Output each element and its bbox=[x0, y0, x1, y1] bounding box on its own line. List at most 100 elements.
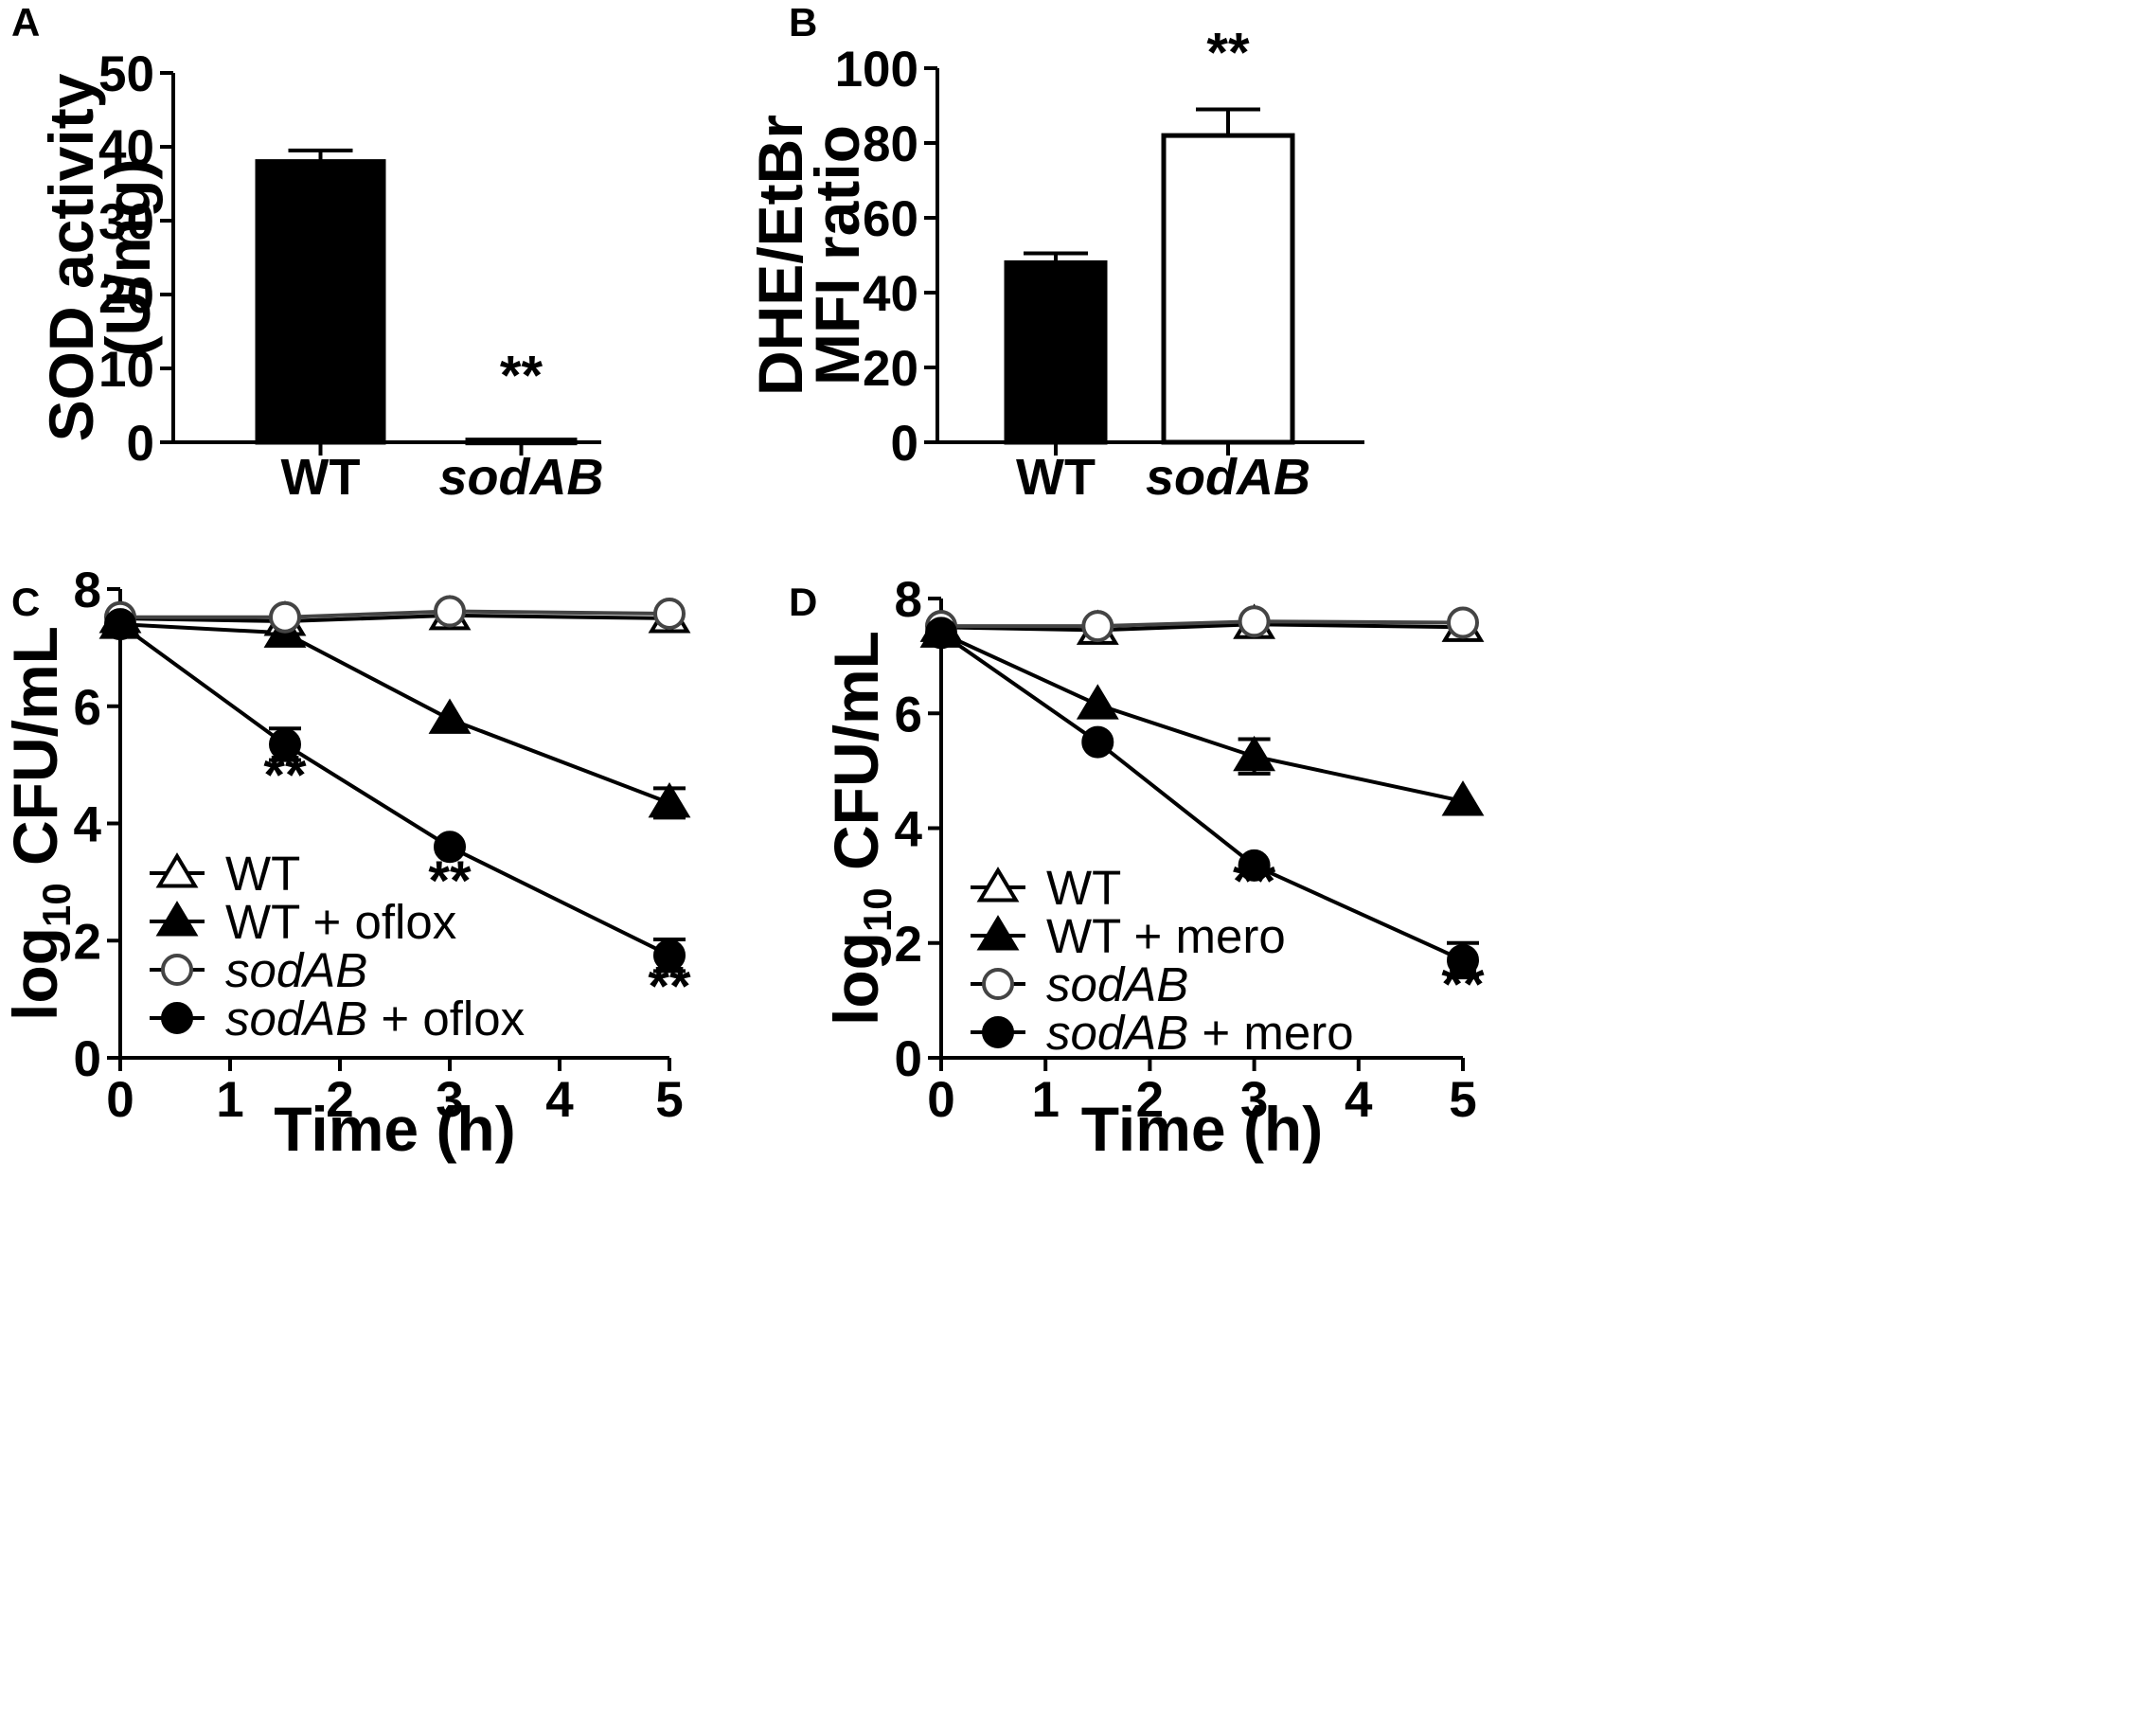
legend-marker bbox=[161, 954, 193, 986]
y-axis-title: log10 CFU/mL bbox=[821, 631, 900, 1026]
significance-marker: ** bbox=[1441, 954, 1485, 1015]
series-line bbox=[940, 631, 1464, 803]
legend-label: WT bbox=[225, 847, 300, 901]
legend-entry: WT bbox=[971, 861, 1121, 915]
x-tick-label: 3 bbox=[1240, 1072, 1268, 1128]
x-tick-label: 2 bbox=[1136, 1072, 1164, 1128]
x-axis-title: Time (h) bbox=[274, 1094, 515, 1164]
y-tick-label: 40 bbox=[863, 266, 918, 322]
y-tick-label: 60 bbox=[863, 191, 918, 247]
legend-label: sodAB + mero bbox=[1046, 1006, 1354, 1060]
point-circle-open bbox=[1447, 606, 1479, 639]
legend-marker bbox=[976, 915, 1020, 951]
y-axis-title-rest: CFU/mL bbox=[821, 631, 891, 887]
point-triangle-filled bbox=[1076, 684, 1119, 720]
x-tick-label: 4 bbox=[1345, 1072, 1373, 1128]
point-circle-filled bbox=[1238, 849, 1271, 882]
series-line bbox=[941, 619, 1464, 629]
series-line bbox=[120, 609, 670, 619]
legend-label-italic: sodAB bbox=[1046, 957, 1188, 1011]
legend-label-plain: WT bbox=[225, 847, 300, 901]
legend-entry: WT bbox=[150, 847, 300, 901]
y-axis-title-main: log bbox=[0, 927, 70, 1021]
point-circle-filled bbox=[104, 608, 136, 641]
point-circle-open bbox=[1081, 610, 1114, 643]
x-tick-label: 5 bbox=[1449, 1072, 1476, 1128]
legend-label-italic: sodAB bbox=[225, 943, 367, 997]
legend-marker bbox=[155, 901, 199, 937]
series-line bbox=[119, 622, 670, 805]
point-triangle-filled bbox=[648, 781, 691, 818]
point-circle-open bbox=[653, 597, 686, 630]
panel-letter: D bbox=[789, 580, 817, 624]
panel-letter: B bbox=[789, 0, 817, 45]
point-circle-open bbox=[434, 595, 466, 628]
legend-marker bbox=[976, 867, 1020, 903]
y-axis-title-sub: 10 bbox=[855, 887, 900, 932]
y-tick-label: 0 bbox=[891, 416, 918, 472]
legend-label-plain: + oflox bbox=[367, 992, 525, 1046]
legend-marker bbox=[161, 1002, 193, 1034]
series-line bbox=[118, 622, 670, 957]
y-tick-label: 50 bbox=[98, 46, 154, 102]
y-axis-title: DHE/EtBr bbox=[745, 115, 815, 396]
legend-entry: sodAB + oflox bbox=[150, 992, 525, 1046]
legend-label-plain: WT + oflox bbox=[225, 895, 456, 949]
point-circle-filled bbox=[653, 938, 686, 972]
significance-marker: ** bbox=[1233, 850, 1276, 912]
y-tick-label: 6 bbox=[74, 680, 101, 736]
legend-label-italic: sodAB bbox=[1046, 1006, 1188, 1060]
legend-label: WT + oflox bbox=[225, 895, 456, 949]
point-circle-open bbox=[269, 600, 301, 634]
legend-entry: sodAB + mero bbox=[971, 1006, 1354, 1060]
x-tick-label: 5 bbox=[655, 1072, 683, 1128]
y-tick-label: 30 bbox=[98, 194, 154, 250]
significance-marker: ** bbox=[1206, 22, 1250, 83]
x-tick-label: 3 bbox=[436, 1072, 463, 1128]
panel-letter: C bbox=[11, 580, 40, 624]
y-tick-label: 20 bbox=[98, 268, 154, 324]
bar-wt bbox=[255, 159, 386, 445]
y-axis-title: (U/mg) bbox=[93, 159, 163, 357]
point-triangle-filled bbox=[1441, 780, 1485, 816]
significance-marker: ** bbox=[500, 346, 543, 407]
point-triangle-filled bbox=[428, 698, 472, 734]
legend-label: WT + mero bbox=[1046, 909, 1286, 963]
x-tick-label: 1 bbox=[1031, 1072, 1059, 1128]
y-tick-label: 8 bbox=[895, 572, 922, 628]
point-triangle-filled bbox=[1233, 735, 1276, 772]
panel-d: D 0 2 4 6 8 0 1 2 3 4 5 Time (h) log10 CFU/mL ** ** WTWT… bbox=[789, 572, 1485, 1164]
x-category-label: sodAB bbox=[439, 449, 604, 506]
y-tick-label: 4 bbox=[895, 802, 923, 858]
legend-label-italic: sodAB bbox=[225, 992, 367, 1046]
legend-label: sodAB bbox=[225, 943, 367, 997]
point-circle-filled bbox=[434, 831, 466, 864]
point-circle-filled bbox=[1081, 725, 1114, 759]
y-axis-title: log10 CFU/mL bbox=[0, 626, 79, 1021]
y-axis-title: SOD activity bbox=[36, 73, 106, 441]
series-line bbox=[119, 613, 670, 624]
point-circle-open bbox=[1238, 605, 1271, 638]
x-tick-label: 0 bbox=[106, 1072, 134, 1128]
legend-entry: sodAB bbox=[150, 943, 367, 997]
x-axis-title: Time (h) bbox=[1081, 1094, 1323, 1164]
legend-marker bbox=[982, 968, 1014, 1000]
x-category-label: sodAB bbox=[1146, 449, 1310, 506]
y-tick-label: 2 bbox=[74, 914, 101, 970]
y-tick-label: 20 bbox=[863, 341, 918, 397]
y-tick-label: 0 bbox=[895, 1031, 922, 1087]
y-axis-title-rest: CFU/mL bbox=[0, 626, 70, 883]
legend-entry: WT + mero bbox=[971, 909, 1286, 963]
legend-marker bbox=[155, 852, 199, 888]
y-tick-label: 0 bbox=[127, 416, 154, 472]
y-tick-label: 6 bbox=[895, 687, 922, 742]
y-axis-title-sub: 10 bbox=[34, 883, 79, 927]
legend-entry: WT + oflox bbox=[150, 895, 456, 949]
panel-letter: A bbox=[11, 0, 40, 45]
y-tick-label: 4 bbox=[74, 797, 102, 853]
legend-label: WT bbox=[1046, 861, 1121, 915]
point-circle-filled bbox=[1447, 943, 1479, 976]
